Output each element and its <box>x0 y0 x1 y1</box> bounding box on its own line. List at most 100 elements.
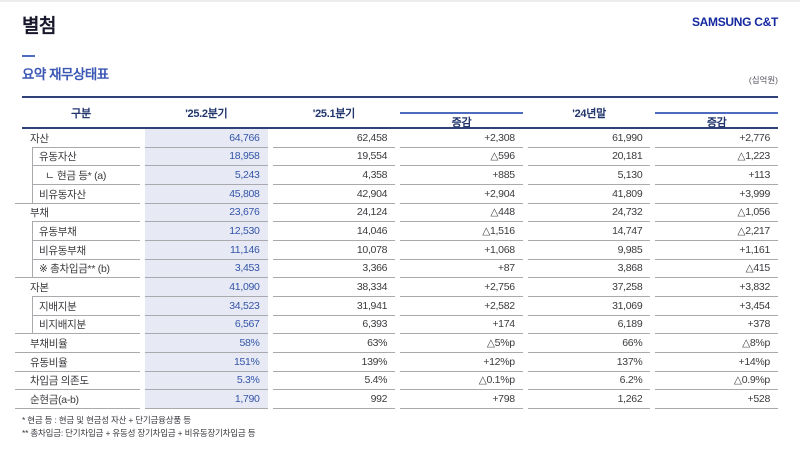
row-value-q2-2025: 5.3% <box>145 371 268 391</box>
row-value-q1-2025: 62,458 <box>272 129 396 148</box>
row-value-change-qoq: +174 <box>400 316 523 335</box>
row-value-q2-2025: 12,530 <box>145 222 268 241</box>
table-row: 비지배지분 6,567 6,393 +174 6,189 +378 <box>15 315 778 335</box>
row-value-q2-2025: 64,766 <box>145 129 268 148</box>
row-value-end-2024: 37,258 <box>527 278 651 297</box>
row-value-change-qoq: +2,308 <box>400 129 523 148</box>
row-label: 비지배지분 <box>15 315 140 335</box>
table-row: 자산 64,766 62,458 +2,308 61,990 +2,776 <box>22 129 778 148</box>
table-row: 유동자산 18,958 19,554 △596 20,181 △1,223 <box>22 147 778 167</box>
row-value-end-2024: 9,985 <box>527 241 651 260</box>
row-value-q2-2025: 6,567 <box>145 315 268 335</box>
row-value-change-qoq: +87 <box>400 260 523 279</box>
balance-sheet-table: 구분 '25.2분기 '25.1분기 증감 '24년말 증감 자산 64,766… <box>15 96 778 409</box>
row-value-q2-2025: 58% <box>145 334 268 353</box>
row-value-end-2024: 3,868 <box>527 260 651 279</box>
row-value-q1-2025: 10,078 <box>272 241 396 260</box>
section-heading: 요약 재무상태표 (십억원) <box>22 55 778 85</box>
row-value-q1-2025: 139% <box>272 353 396 372</box>
row-value-change-qoq: △5%p <box>400 334 523 353</box>
row-value-end-2024: 31,069 <box>527 297 651 316</box>
row-value-q2-2025: 1,790 <box>145 390 268 409</box>
row-label: 비유동부채 <box>22 240 140 260</box>
row-value-change-ytd: +3,454 <box>655 297 778 316</box>
row-value-q2-2025: 11,146 <box>145 240 268 260</box>
row-value-q2-2025: 34,523 <box>145 296 268 316</box>
row-value-end-2024: 1,262 <box>527 390 651 409</box>
row-label: ㄴ 현금 등* (a) <box>22 166 140 185</box>
table-row: 부채 23,676 24,124 △448 24,732 △1,056 <box>22 203 778 223</box>
footnote-debt: ** 총차입금: 단기차입금 + 유동성 장기차입금 + 비유동장기차입금 등 <box>22 427 256 438</box>
row-value-end-2024: 20,181 <box>527 148 651 167</box>
row-value-change-ytd: △8%p <box>655 334 778 353</box>
row-value-q2-2025: 5,243 <box>145 166 268 185</box>
row-label: 유동비율 <box>15 353 140 372</box>
row-value-change-qoq: +2,756 <box>400 278 523 297</box>
row-label: 유동부채 <box>22 222 140 241</box>
row-value-end-2024: 66% <box>527 334 651 353</box>
row-value-q2-2025: 3,453 <box>145 259 268 279</box>
footnote-cash: * 현금 등 : 현금 및 현금성 자산 + 단기금융상품 등 <box>22 414 191 425</box>
row-value-q1-2025: 4,358 <box>272 166 396 185</box>
column-header-q2-2025: '25.2분기 <box>185 107 228 120</box>
row-value-end-2024: 6,189 <box>527 316 651 335</box>
table-row: 부채비율 58% 63% △5%p 66% △8%p <box>15 334 778 353</box>
top-bar: 별첨 SAMSUNG C&T <box>0 2 800 38</box>
row-value-end-2024: 41,809 <box>527 185 651 204</box>
table-row: 비유동자산 45,808 42,904 +2,904 41,809 +3,999 <box>15 184 778 204</box>
table-row: 비유동부채 11,146 10,078 +1,068 9,985 +1,161 <box>22 240 778 260</box>
row-value-end-2024: 137% <box>527 353 651 372</box>
row-value-change-ytd: △2,217 <box>655 222 778 241</box>
row-value-q1-2025: 19,554 <box>272 148 396 167</box>
row-label: 차입금 의존도 <box>15 372 140 391</box>
row-value-q1-2025: 38,334 <box>272 278 396 297</box>
row-value-change-ytd: +3,999 <box>655 185 778 204</box>
table-body: 자산 64,766 62,458 +2,308 61,990 +2,776 유동… <box>15 129 778 409</box>
column-header-end-2024: '24년말 <box>572 107 606 120</box>
row-value-change-qoq: △0.1%p <box>400 372 523 391</box>
row-value-change-qoq: △1,516 <box>400 222 523 241</box>
page-title: 별첨 <box>22 16 56 37</box>
column-header-category: 구분 <box>71 107 91 120</box>
row-value-q2-2025: 18,958 <box>145 147 268 167</box>
row-value-q1-2025: 24,124 <box>272 204 396 223</box>
section-dash <box>22 55 35 57</box>
table-row: ※ 총차입금** (b) 3,453 3,366 +87 3,868 △415 <box>15 259 778 279</box>
row-value-change-ytd: +1,161 <box>655 241 778 260</box>
table-row: 순현금(a-b) 1,790 992 +798 1,262 +528 <box>15 390 778 409</box>
row-value-change-qoq: +12%p <box>400 353 523 372</box>
row-value-q1-2025: 42,904 <box>272 185 396 204</box>
row-value-change-ytd: +3,832 <box>655 278 778 297</box>
row-value-change-qoq: +2,904 <box>400 185 523 204</box>
row-value-end-2024: 5,130 <box>527 166 651 185</box>
table-row: 차입금 의존도 5.3% 5.4% △0.1%p 6.2% △0.9%p <box>15 371 778 391</box>
row-value-q1-2025: 31,941 <box>272 297 396 316</box>
row-value-change-qoq: △448 <box>400 204 523 223</box>
row-value-change-qoq: +1,068 <box>400 241 523 260</box>
row-label: 자본 <box>22 278 140 297</box>
row-value-change-ytd: △1,056 <box>655 204 778 223</box>
table-header-row: 구분 '25.2분기 '25.1분기 증감 '24년말 증감 <box>22 96 778 129</box>
column-header-change-qoq: 증감 <box>400 98 523 131</box>
change-overline <box>655 112 778 114</box>
table-row: 유동비율 151% 139% +12%p 137% +14%p <box>15 352 778 372</box>
section-title: 요약 재무상태표 <box>22 67 109 82</box>
row-value-end-2024: 24,732 <box>527 204 651 223</box>
row-value-change-ytd: +2,776 <box>655 129 778 148</box>
row-value-q1-2025: 5.4% <box>272 372 396 391</box>
row-value-q2-2025: 151% <box>145 352 268 372</box>
change-overline <box>400 112 523 114</box>
row-value-q2-2025: 45,808 <box>145 184 268 204</box>
row-label: 순현금(a-b) <box>15 390 140 409</box>
row-label: 부채비율 <box>15 334 140 353</box>
row-value-change-ytd: △1,223 <box>655 148 778 167</box>
row-label: 지배지분 <box>22 296 140 316</box>
row-value-q2-2025: 23,676 <box>145 203 268 223</box>
row-value-change-ytd: +378 <box>655 316 778 335</box>
unit-label: (십억원) <box>748 75 778 85</box>
table-row: 유동부채 12,530 14,046 △1,516 14,747 △2,217 <box>22 222 778 241</box>
row-value-change-ytd: +528 <box>655 390 778 409</box>
row-value-q1-2025: 992 <box>272 390 396 409</box>
row-label: ※ 총차입금** (b) <box>15 259 140 279</box>
